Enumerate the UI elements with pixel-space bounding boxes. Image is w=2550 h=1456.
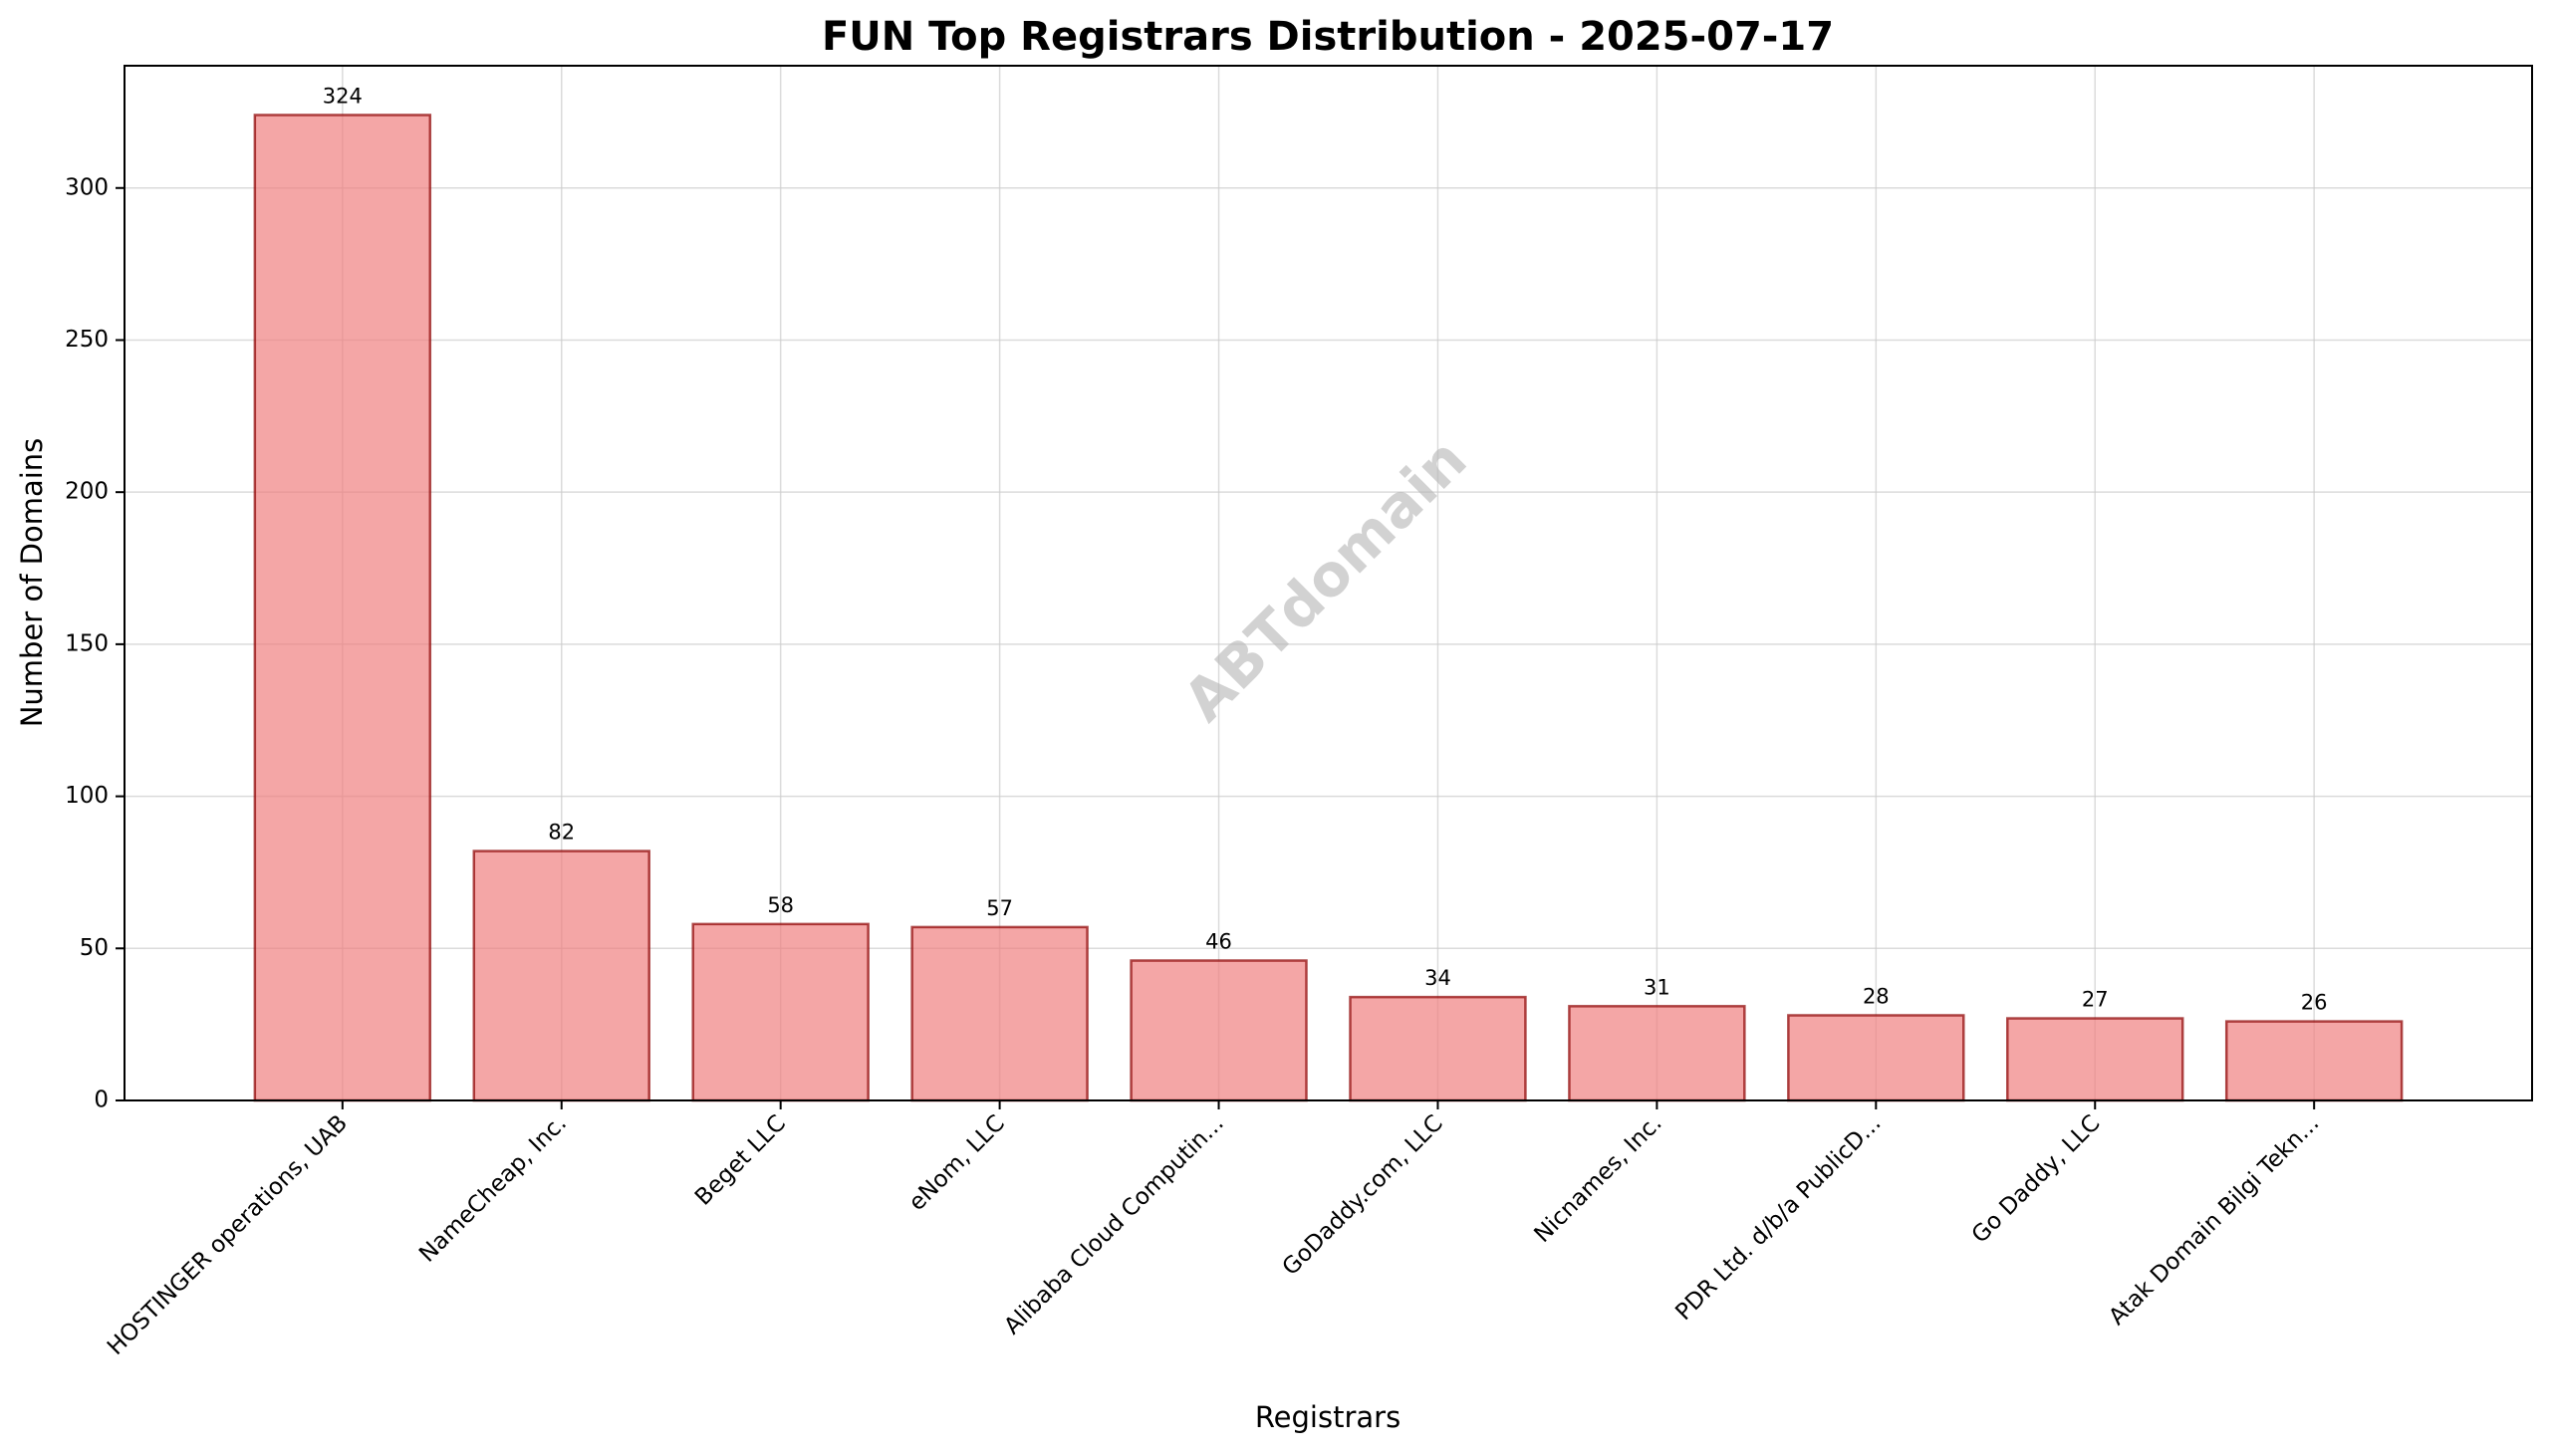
data-labels: 324 82 58 57 46 34 31 28 27 26	[323, 84, 2328, 1014]
x-tick-label: Atak Domain Bilgi Tekn...	[2104, 1110, 2324, 1331]
x-axis-label: Registrars	[1255, 1400, 1401, 1434]
bar	[472, 849, 650, 1102]
watermark: ABTdomain	[1170, 425, 1479, 734]
x-tick-label: Beget LLC	[690, 1110, 791, 1211]
bar	[253, 114, 432, 1102]
data-label: 46	[1205, 930, 1232, 954]
bar	[1349, 995, 1527, 1102]
bar	[910, 925, 1089, 1102]
x-tick-label: Alibaba Cloud Computin...	[999, 1110, 1228, 1339]
data-label: 58	[767, 893, 794, 917]
data-label: 324	[323, 84, 363, 108]
x-tick-label: NameCheap, Inc.	[414, 1110, 572, 1268]
x-tick-label: Nicnames, Inc.	[1529, 1110, 1666, 1248]
data-label: 28	[1863, 984, 1890, 1008]
y-tick-label: 150	[65, 630, 109, 656]
bar	[2006, 1017, 2184, 1102]
x-tick-label: Go Daddy, LLC	[1967, 1110, 2106, 1249]
bars	[253, 114, 2404, 1102]
bar	[691, 922, 870, 1102]
x-tick-label: PDR Ltd. d/b/a PublicD...	[1670, 1110, 1886, 1326]
data-label: 34	[1424, 966, 1451, 990]
bar	[2224, 1020, 2404, 1102]
x-tick-label: HOSTINGER operations, UAB	[103, 1110, 353, 1360]
data-label: 31	[1644, 975, 1670, 999]
y-tick-label: 100	[65, 783, 109, 809]
data-label: 82	[548, 821, 575, 845]
y-tick-label: 50	[80, 935, 109, 961]
data-label: 27	[2082, 988, 2109, 1012]
chart-title: FUN Top Registrars Distribution - 2025-0…	[822, 14, 1834, 60]
bar	[1568, 1005, 1746, 1102]
data-label: 57	[986, 896, 1013, 920]
y-tick-label: 200	[65, 479, 109, 505]
y-tick-label: 250	[65, 327, 109, 353]
grid-lines	[125, 66, 2532, 1101]
bar	[1787, 1014, 1965, 1102]
x-axis-ticks: HOSTINGER operations, UAB NameCheap, Inc.…	[103, 1100, 2324, 1360]
plot-frame	[124, 65, 2533, 1101]
bar	[1130, 959, 1308, 1102]
y-axis-ticks: 0 50 100 150 200 250 300	[65, 174, 125, 1113]
y-axis-label: Number of Domains	[15, 438, 49, 728]
data-label: 26	[2301, 991, 2328, 1015]
x-tick-label: GoDaddy.com, LLC	[1278, 1110, 1448, 1281]
x-tick-label: eNom, LLC	[904, 1110, 1010, 1216]
y-tick-label: 300	[65, 174, 109, 200]
y-tick-label: 0	[94, 1088, 109, 1113]
